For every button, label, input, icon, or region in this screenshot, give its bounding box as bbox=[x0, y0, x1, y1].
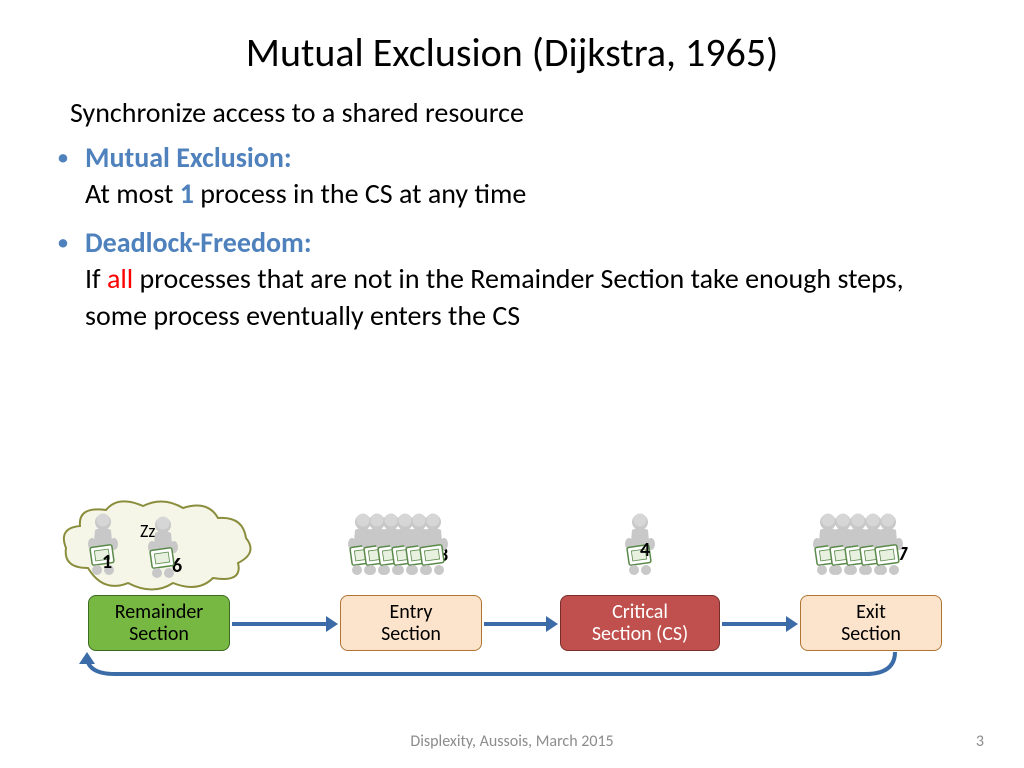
bullet-desc: At most 1 process in the CS at any time bbox=[85, 176, 526, 211]
slide-title: Mutual Exclusion (Dijkstra, 1965) bbox=[0, 0, 1024, 95]
return-arrow bbox=[75, 652, 905, 692]
footer-text: Displexity, Aussois, March 2015 bbox=[0, 732, 1024, 751]
slide-footer: Displexity, Aussois, March 2015 3 bbox=[0, 732, 1024, 756]
process-figure bbox=[145, 515, 181, 579]
section-exit: ExitSection bbox=[800, 595, 942, 651]
bullet-deadlock-freedom: Deadlock-Freedom: If all processes that … bbox=[85, 225, 954, 334]
bullet-list: Mutual Exclusion: At most 1 process in t… bbox=[85, 140, 954, 334]
section-entry: EntrySection bbox=[340, 595, 482, 651]
bullet-label: Mutual Exclusion: bbox=[85, 140, 292, 175]
slide-content: Synchronize access to a shared resource … bbox=[0, 95, 1024, 334]
forward-arrow bbox=[722, 622, 788, 626]
bullet-label: Deadlock-Freedom: bbox=[85, 225, 312, 260]
page-number: 3 bbox=[976, 732, 984, 751]
process-figure bbox=[870, 512, 906, 576]
bullet-mutual-exclusion: Mutual Exclusion: At most 1 process in t… bbox=[85, 140, 954, 213]
forward-arrow bbox=[484, 622, 548, 626]
section-critical: CriticalSection (CS) bbox=[560, 595, 720, 651]
subtitle: Synchronize access to a shared resource bbox=[70, 95, 954, 130]
forward-arrow bbox=[232, 622, 328, 626]
bullet-desc: If all processes that are not in the Rem… bbox=[85, 261, 904, 332]
process-diagram: Zzzz 1 6 bbox=[0, 480, 1024, 710]
process-chip-4: 4 bbox=[640, 538, 650, 562]
sections-row: RemainderSection EntrySection CriticalSect… bbox=[0, 595, 1024, 657]
process-chip-1: 1 bbox=[102, 550, 112, 574]
section-remainder: RemainderSection bbox=[88, 595, 230, 651]
process-figure bbox=[415, 512, 451, 576]
